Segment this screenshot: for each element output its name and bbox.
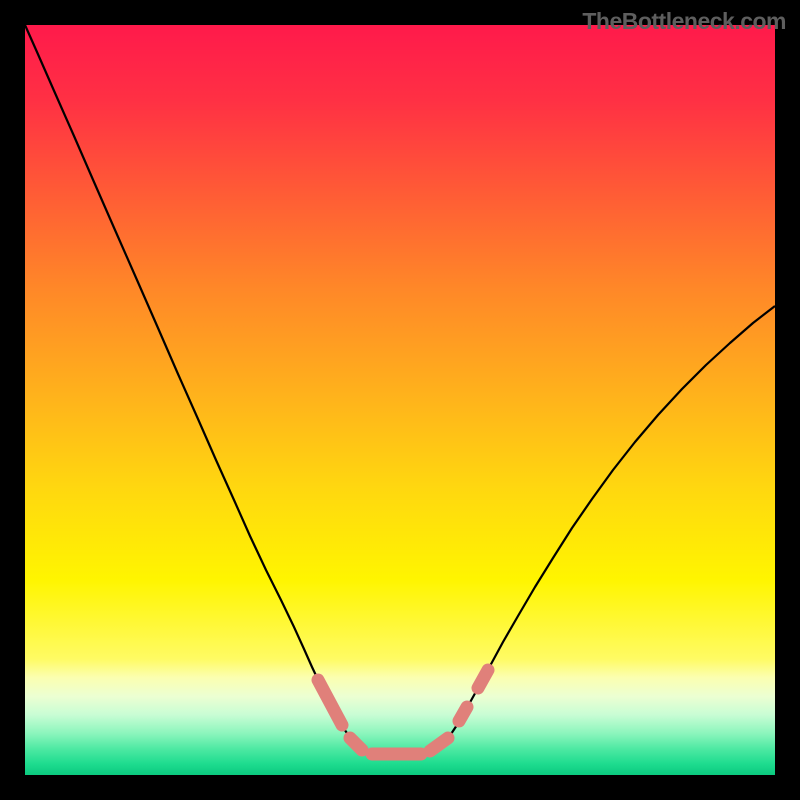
chart-svg xyxy=(0,0,800,800)
watermark-text: TheBottleneck.com xyxy=(582,8,786,35)
marker-dash xyxy=(478,670,488,688)
marker-dash xyxy=(459,707,467,721)
marker-dash xyxy=(350,738,362,750)
plot-background xyxy=(25,25,775,775)
chart-stage: TheBottleneck.com xyxy=(0,0,800,800)
